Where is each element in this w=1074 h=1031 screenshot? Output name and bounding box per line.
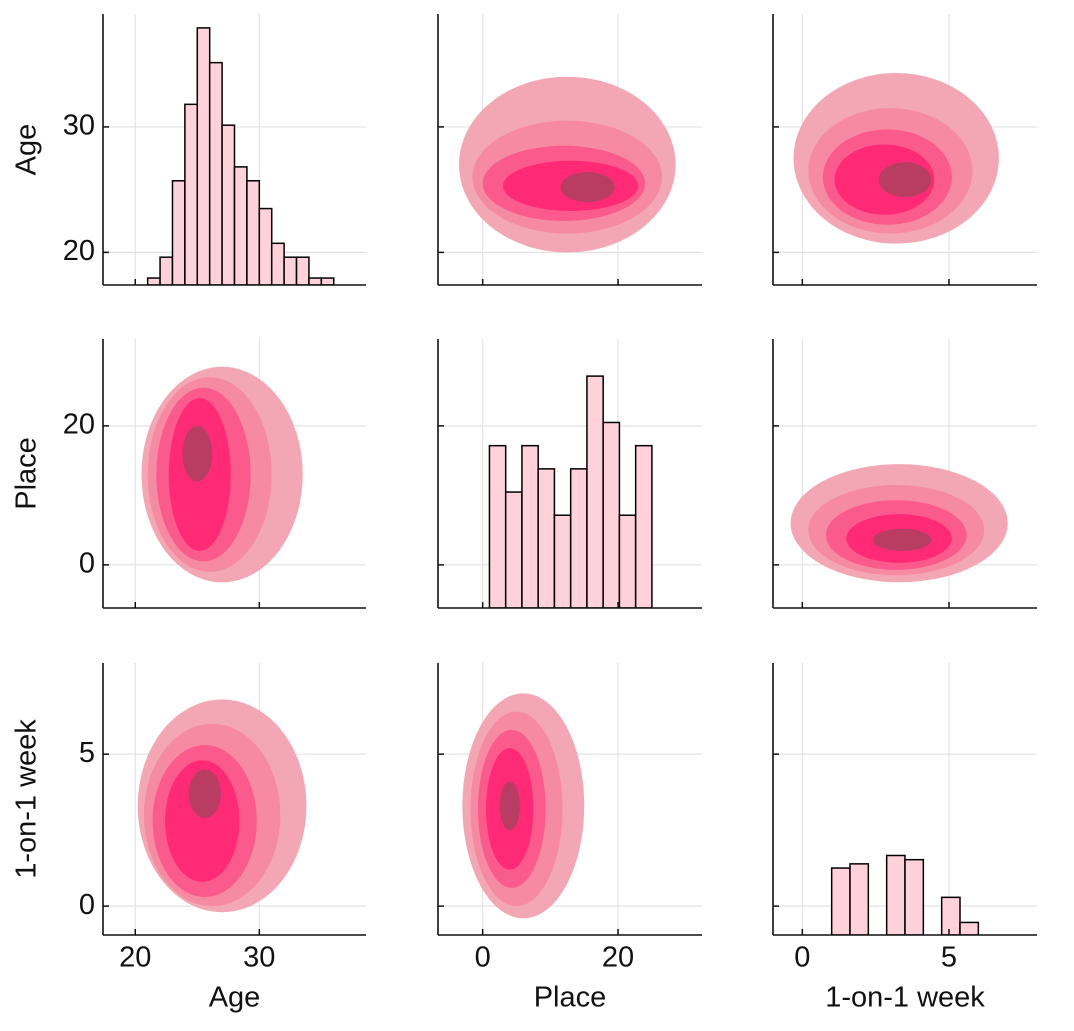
panel [437,339,702,609]
x-tick-label: 20 [119,942,151,974]
histogram-bar [959,921,980,935]
panel [772,14,1037,286]
plot-area [146,27,335,285]
histogram-bar [295,256,310,285]
x-tick-label: 5 [941,942,957,974]
histogram-bar [940,896,961,935]
kde-level [499,781,520,831]
y-tick-label: 0 [79,548,95,580]
plot-area [793,72,999,244]
panel: 0 20 Place [11,339,366,609]
kde-level [560,172,615,203]
y-tick-label: 20 [63,235,95,267]
y-tick-label: 30 [63,110,95,142]
x-tick-label: 0 [475,942,491,974]
histogram-bar [569,468,588,608]
x-axis-label: Place [534,982,607,1014]
x-axis-label: Age [209,982,261,1014]
plot-area [790,464,1008,583]
y-tick-label: 5 [79,737,95,769]
panel [437,14,702,286]
panel [772,339,1037,609]
histogram-bar [586,375,604,608]
plot-area [488,375,653,608]
panel: 0 20 Place [437,663,702,1014]
histogram-bar [830,867,851,935]
histogram-bar [504,491,523,608]
kde-level [188,769,221,818]
panel: 0 5 1-on-1 week [772,663,1037,1014]
histogram-bar [196,27,211,285]
histogram-bar [283,256,298,285]
kde-level [165,760,240,882]
kde-level [878,162,932,198]
histogram-bar [521,444,539,608]
histogram-bar [171,180,186,285]
histogram-bar [634,444,653,608]
plot-area [462,693,585,919]
histogram-bar [602,421,621,608]
plot-area [137,699,307,913]
histogram-bar [270,242,285,285]
x-tick-label: 30 [243,942,275,974]
histogram-bar [904,858,925,935]
plot-area [458,76,676,253]
y-axis-label: Place [11,437,43,510]
plot-area [830,854,980,935]
histogram-bar [258,207,273,285]
x-axis-label: 1-on-1 week [825,982,985,1014]
histogram-bar [184,103,199,285]
kde-level [182,425,213,482]
histogram-bar [488,444,507,608]
histogram-bar [146,277,161,285]
panel: 20 30 Age [11,14,366,286]
plot-area [141,366,303,583]
y-axis-label: 1-on-1 week [11,719,43,879]
histogram-bar [553,514,572,608]
y-tick-label: 0 [79,889,95,921]
y-axis-label: Age [11,124,43,176]
y-tick-label: 20 [63,409,95,441]
kde-level [872,528,932,552]
histogram-bar [221,124,236,285]
histogram-bar [159,256,174,285]
histogram-bar [233,166,248,285]
histogram-bar [320,277,335,285]
histogram-bar [308,277,323,285]
histogram-bar [537,468,556,608]
x-tick-label: 0 [794,942,810,974]
histogram-bar [618,514,637,608]
histogram-bar [208,61,223,285]
histogram-bar [849,863,870,935]
histogram-bar [246,180,261,285]
histogram-bar [885,854,906,935]
x-tick-label: 20 [602,942,634,974]
panel: 20 30 0 5 Age 1-on-1 week [11,663,366,1014]
